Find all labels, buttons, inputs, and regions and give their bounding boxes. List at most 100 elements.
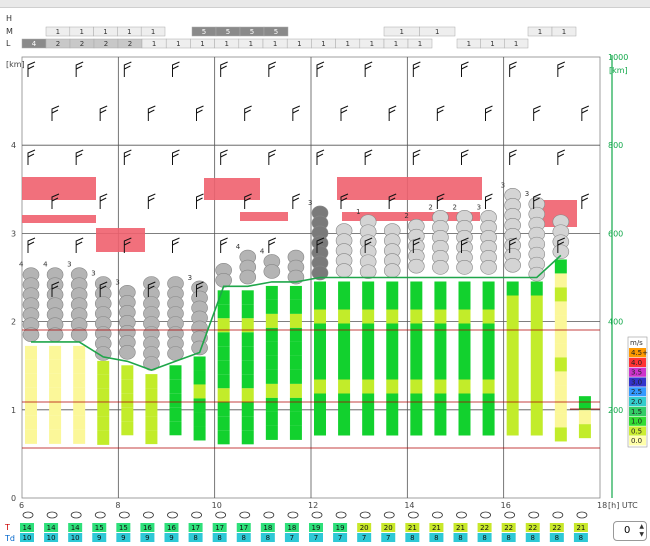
cloud-row-label-l: L [6, 39, 11, 48]
inversion-layer [342, 212, 480, 221]
wind-legend-unit: m/s [630, 339, 643, 347]
x-tick: 8 [115, 501, 120, 510]
thermal-segment [506, 323, 519, 338]
temperature-cell [140, 523, 155, 532]
cloud-sun-icon [432, 511, 443, 519]
thermal-segment [410, 351, 423, 366]
thermal-segment [338, 323, 351, 338]
thermal-segment [241, 388, 254, 403]
thermal-segment [217, 430, 230, 445]
thermal-segment [265, 341, 278, 356]
cloud-sun-icon [191, 511, 202, 519]
wind-barb-stroke [436, 105, 445, 121]
thermal-segment [265, 285, 278, 300]
wind-barb-icon [172, 61, 180, 77]
wind-barb-icon [123, 61, 132, 77]
wind-legend-label: 1.0 [631, 418, 642, 426]
cloud-cover-value: 2 [56, 40, 60, 48]
thermal-segment [217, 374, 230, 389]
wind-barb-stroke [412, 61, 421, 77]
cloud-sun-icon [94, 511, 106, 519]
wind-barb-stroke [268, 61, 277, 77]
wind-barb-icon [316, 149, 325, 165]
thermal-segment [434, 407, 447, 422]
cloud-cover-label: 3 [67, 261, 71, 269]
thermal-segment [289, 313, 302, 328]
cloud-cover-value: 1 [103, 28, 107, 36]
wind-legend-swatch [629, 348, 646, 358]
thermal-segment [530, 281, 543, 296]
dewpoint-cell [549, 533, 564, 542]
wind-barb-icon [557, 149, 566, 165]
wind-barb-icon [99, 281, 108, 297]
surface-rows: T Td 14 10 14 10 14 10 15 9 15 9 16 9 16 9 17 8 17 8 17 8 18 8 1… [4, 511, 588, 543]
thermal-segment [410, 393, 423, 408]
cloud-cover-value: 1 [370, 40, 374, 48]
temperature-value: 19 [312, 524, 321, 532]
spinner-arrows-icon[interactable]: ▲ ▼ [639, 523, 644, 538]
thermal-segment [386, 323, 399, 338]
wind-barb-icon [172, 149, 180, 165]
thermal-segment [410, 407, 423, 422]
cloud-cover-value: 1 [152, 40, 156, 48]
thermal-segment [241, 290, 254, 305]
wind-barb-icon [509, 149, 517, 165]
thermal-segment [97, 416, 110, 431]
wind-barb-stroke [364, 149, 373, 165]
thermal-segment [338, 281, 351, 296]
thermal-segment [386, 337, 399, 352]
thermal-segment [314, 421, 326, 436]
wind-barb-icon [147, 105, 156, 121]
temperature-cell [260, 523, 275, 532]
cloud-sun-icon [552, 511, 564, 519]
thermal-segment [362, 323, 375, 338]
cloud-sun-icon [311, 511, 323, 519]
cloud-puff [528, 266, 546, 282]
temperature-cell [453, 523, 468, 532]
thermal-segment [482, 351, 495, 366]
cloud-cover-value: 1 [249, 40, 253, 48]
thermal-segment [121, 379, 134, 394]
wind-barb-icon [99, 193, 108, 209]
wind-legend-label: 1.5 [631, 408, 642, 416]
collapse-handle[interactable]: ⌃ [322, 0, 329, 4]
wind-barb-stroke [461, 149, 469, 165]
y-tick-left: 3 [11, 229, 16, 238]
y-tick-right: 600 [608, 229, 623, 238]
x-tick: 12 [308, 501, 318, 510]
cloud-puff [480, 260, 497, 275]
cloud-cover-value: 1 [562, 28, 566, 36]
thermal-segment [73, 415, 86, 430]
thermal-segment [506, 309, 519, 324]
cloud-cover-cell [263, 26, 289, 37]
cloud-cover-rows: HM 1 1 1 1 1 5 5 5 5 1 1 1 1L 4 2 2 2 2 1 1 1 1 1 1 1 1 1 1 1 1 1 1 1 [6, 14, 577, 49]
thermal-segment [49, 373, 62, 388]
cloud-puff [215, 272, 232, 288]
dewpoint-value: 10 [23, 534, 32, 542]
wind-barb-icon [509, 61, 517, 77]
cloud-sun-icon [335, 511, 347, 519]
thermal-segment [506, 295, 519, 310]
dewpoint-cell [525, 533, 540, 542]
cloud-sun-icon [22, 511, 34, 519]
thermal-segment [338, 365, 351, 380]
temperature-cell [212, 523, 227, 532]
dewpoint-cell [381, 533, 396, 542]
thermal-segment [241, 304, 254, 319]
wind-barb-icon [51, 193, 60, 209]
dewpoint-cell [188, 533, 203, 542]
wind-barb-stroke [340, 105, 349, 121]
thermal-segment [338, 407, 351, 422]
inversion-layer [96, 228, 145, 252]
wind-barb-stroke [196, 193, 204, 209]
wind-barb-icon [172, 237, 180, 253]
thermal-segment [121, 365, 134, 380]
offset-spinner[interactable]: 0 ▲ ▼ [613, 521, 647, 541]
thermal-segment [434, 323, 447, 338]
wind-legend-label: 0.0 [631, 437, 642, 445]
temperature-value: 16 [167, 524, 176, 532]
temperature-cell [236, 523, 251, 532]
thermal-segment [362, 281, 375, 296]
wind-barb-stroke [220, 237, 228, 253]
